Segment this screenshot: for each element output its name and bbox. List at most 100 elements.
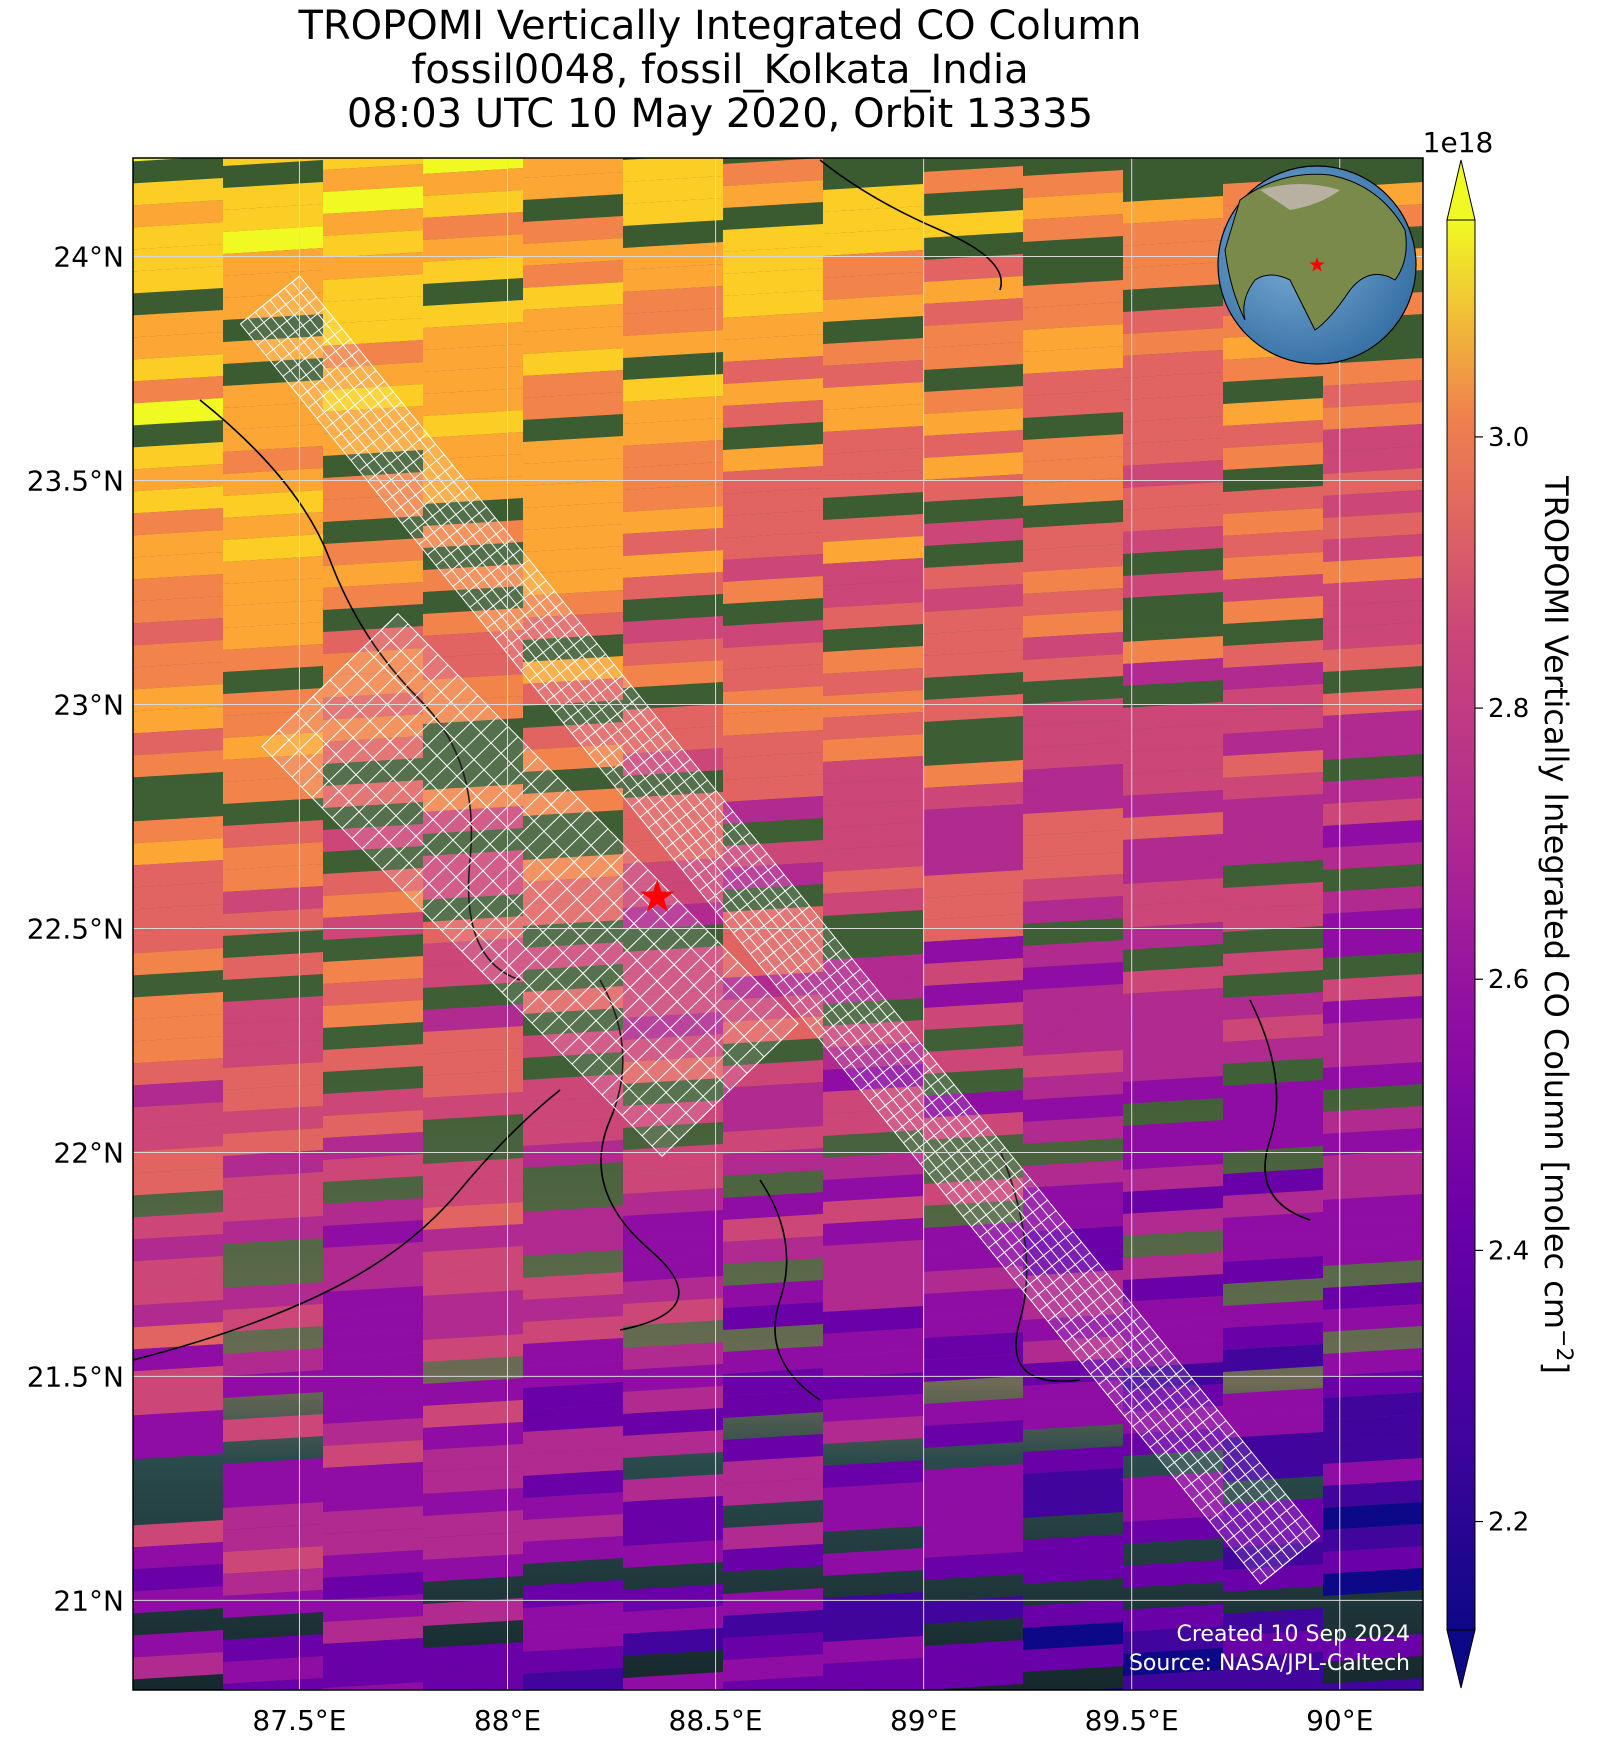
co-pixel: [323, 868, 423, 896]
colorbar: 1e18 2.2 2.4 2.6 2.8 3.0 TROPOMI Vertically …: [1423, 126, 1576, 1689]
co-pixel: [1123, 1604, 1223, 1632]
co-pixel: [1023, 852, 1123, 880]
co-pixel: [1023, 280, 1123, 308]
co-pixel: [523, 854, 623, 882]
co-pixel: [323, 1594, 423, 1622]
co-pixel: [1123, 1626, 1223, 1654]
co-pixel: [823, 1218, 923, 1246]
coastline-path: [819, 159, 1002, 291]
co-pixel: [1323, 1194, 1423, 1222]
co-pixel: [1123, 966, 1223, 994]
co-pixel: [1123, 240, 1223, 268]
co-pixel: [1023, 764, 1123, 792]
co-pixel: [423, 344, 523, 372]
co-pixel: [823, 470, 923, 498]
co-pixel: [1123, 702, 1223, 730]
co-pixel: [133, 1168, 223, 1196]
co-pixel: [223, 1524, 323, 1552]
co-pixel: [523, 1316, 623, 1344]
co-pixel: [723, 1192, 823, 1220]
co-pixel: [923, 386, 1023, 414]
lon-tick-label: 88°E: [474, 1704, 541, 1737]
co-pixel: [1123, 350, 1223, 378]
co-pixel: [1223, 706, 1323, 734]
co-pixel-layer: [133, 158, 1423, 1690]
co-pixel: [1123, 1340, 1223, 1368]
co-pixel: [1023, 896, 1123, 924]
co-pixel: [133, 860, 223, 888]
co-pixel: [1323, 710, 1423, 738]
lat-tick-label: 22°N: [53, 1136, 124, 1169]
co-pixel: [1323, 1040, 1423, 1068]
colorbar-tick-label: 3.0: [1488, 423, 1529, 453]
co-pixel: [623, 726, 723, 754]
co-pixel: [223, 842, 323, 870]
co-pixel: [523, 722, 623, 750]
inset-globe: [1217, 165, 1417, 365]
co-pixel: [423, 1180, 523, 1208]
co-pixel: [1323, 842, 1423, 870]
co-pixel: [823, 668, 923, 696]
co-pixel: [623, 1232, 723, 1260]
co-pixel: [223, 1040, 323, 1068]
co-pixel: [623, 1276, 723, 1304]
co-pixel: [1223, 420, 1323, 448]
co-pixel: [323, 274, 423, 302]
co-pixel: [423, 1202, 523, 1230]
co-pixel: [523, 238, 623, 266]
co-pixel: [823, 1262, 923, 1290]
co-pixel: [133, 332, 223, 360]
co-pixel: [133, 816, 223, 844]
colorbar-tick-label: 2.2: [1488, 1508, 1529, 1538]
co-pixel: [133, 728, 223, 756]
co-pixel: [523, 1360, 623, 1388]
co-pixel: [823, 1460, 923, 1488]
co-pixel: [1223, 838, 1323, 866]
co-pixel: [923, 650, 1023, 678]
co-pixel: [133, 1410, 223, 1438]
co-pixel: [823, 800, 923, 828]
co-pixel: [623, 946, 723, 974]
co-pixel: [823, 1658, 923, 1686]
co-pixel: [1323, 1216, 1423, 1244]
co-pixel: [223, 864, 323, 892]
co-pixel: [456, 1686, 523, 1690]
co-pixel: [1323, 732, 1423, 760]
co-pixel: [1223, 1564, 1323, 1592]
co-pixel: [1023, 1292, 1123, 1320]
co-pixel: [423, 1290, 523, 1318]
lat-tick-labels: 24°N 23.5°N 23°N 22.5°N 22°N 21.5°N 21°N: [27, 241, 124, 1618]
co-pixel: [523, 1580, 623, 1608]
co-pixel: [323, 1418, 423, 1446]
target-star-marker[interactable]: [640, 879, 675, 912]
co-pixel: [523, 942, 623, 970]
co-pixel: [823, 1284, 923, 1312]
co-pixel: [223, 446, 323, 474]
co-pixel: [523, 1294, 623, 1322]
co-pixel: [1323, 556, 1423, 584]
co-pixel: [1323, 1634, 1423, 1662]
co-pixel: [423, 366, 523, 394]
co-pixel: [523, 876, 623, 904]
co-pixel: [1023, 478, 1123, 506]
co-pixel: [1123, 834, 1223, 862]
co-pixel: [1123, 878, 1223, 906]
co-pixel: [823, 1152, 923, 1180]
co-pixel: [323, 494, 423, 522]
co-pixel: [323, 538, 423, 566]
co-pixel: [423, 322, 523, 350]
co-pixel: [723, 488, 823, 516]
co-pixel: [1123, 724, 1223, 752]
co-pixel: [823, 514, 923, 542]
co-pixel: [1323, 424, 1423, 452]
co-pixel: [823, 1394, 923, 1422]
map-frame: [132, 157, 1424, 1691]
co-pixel: [1023, 1116, 1123, 1144]
map-area[interactable]: [123, 134, 1423, 1722]
co-pixel: [323, 1308, 423, 1336]
co-pixel: [623, 1210, 723, 1238]
co-pixel: [523, 1646, 623, 1674]
co-pixel: [723, 554, 823, 582]
co-pixel: [1323, 1304, 1423, 1332]
co-pixel: [1323, 1370, 1423, 1398]
